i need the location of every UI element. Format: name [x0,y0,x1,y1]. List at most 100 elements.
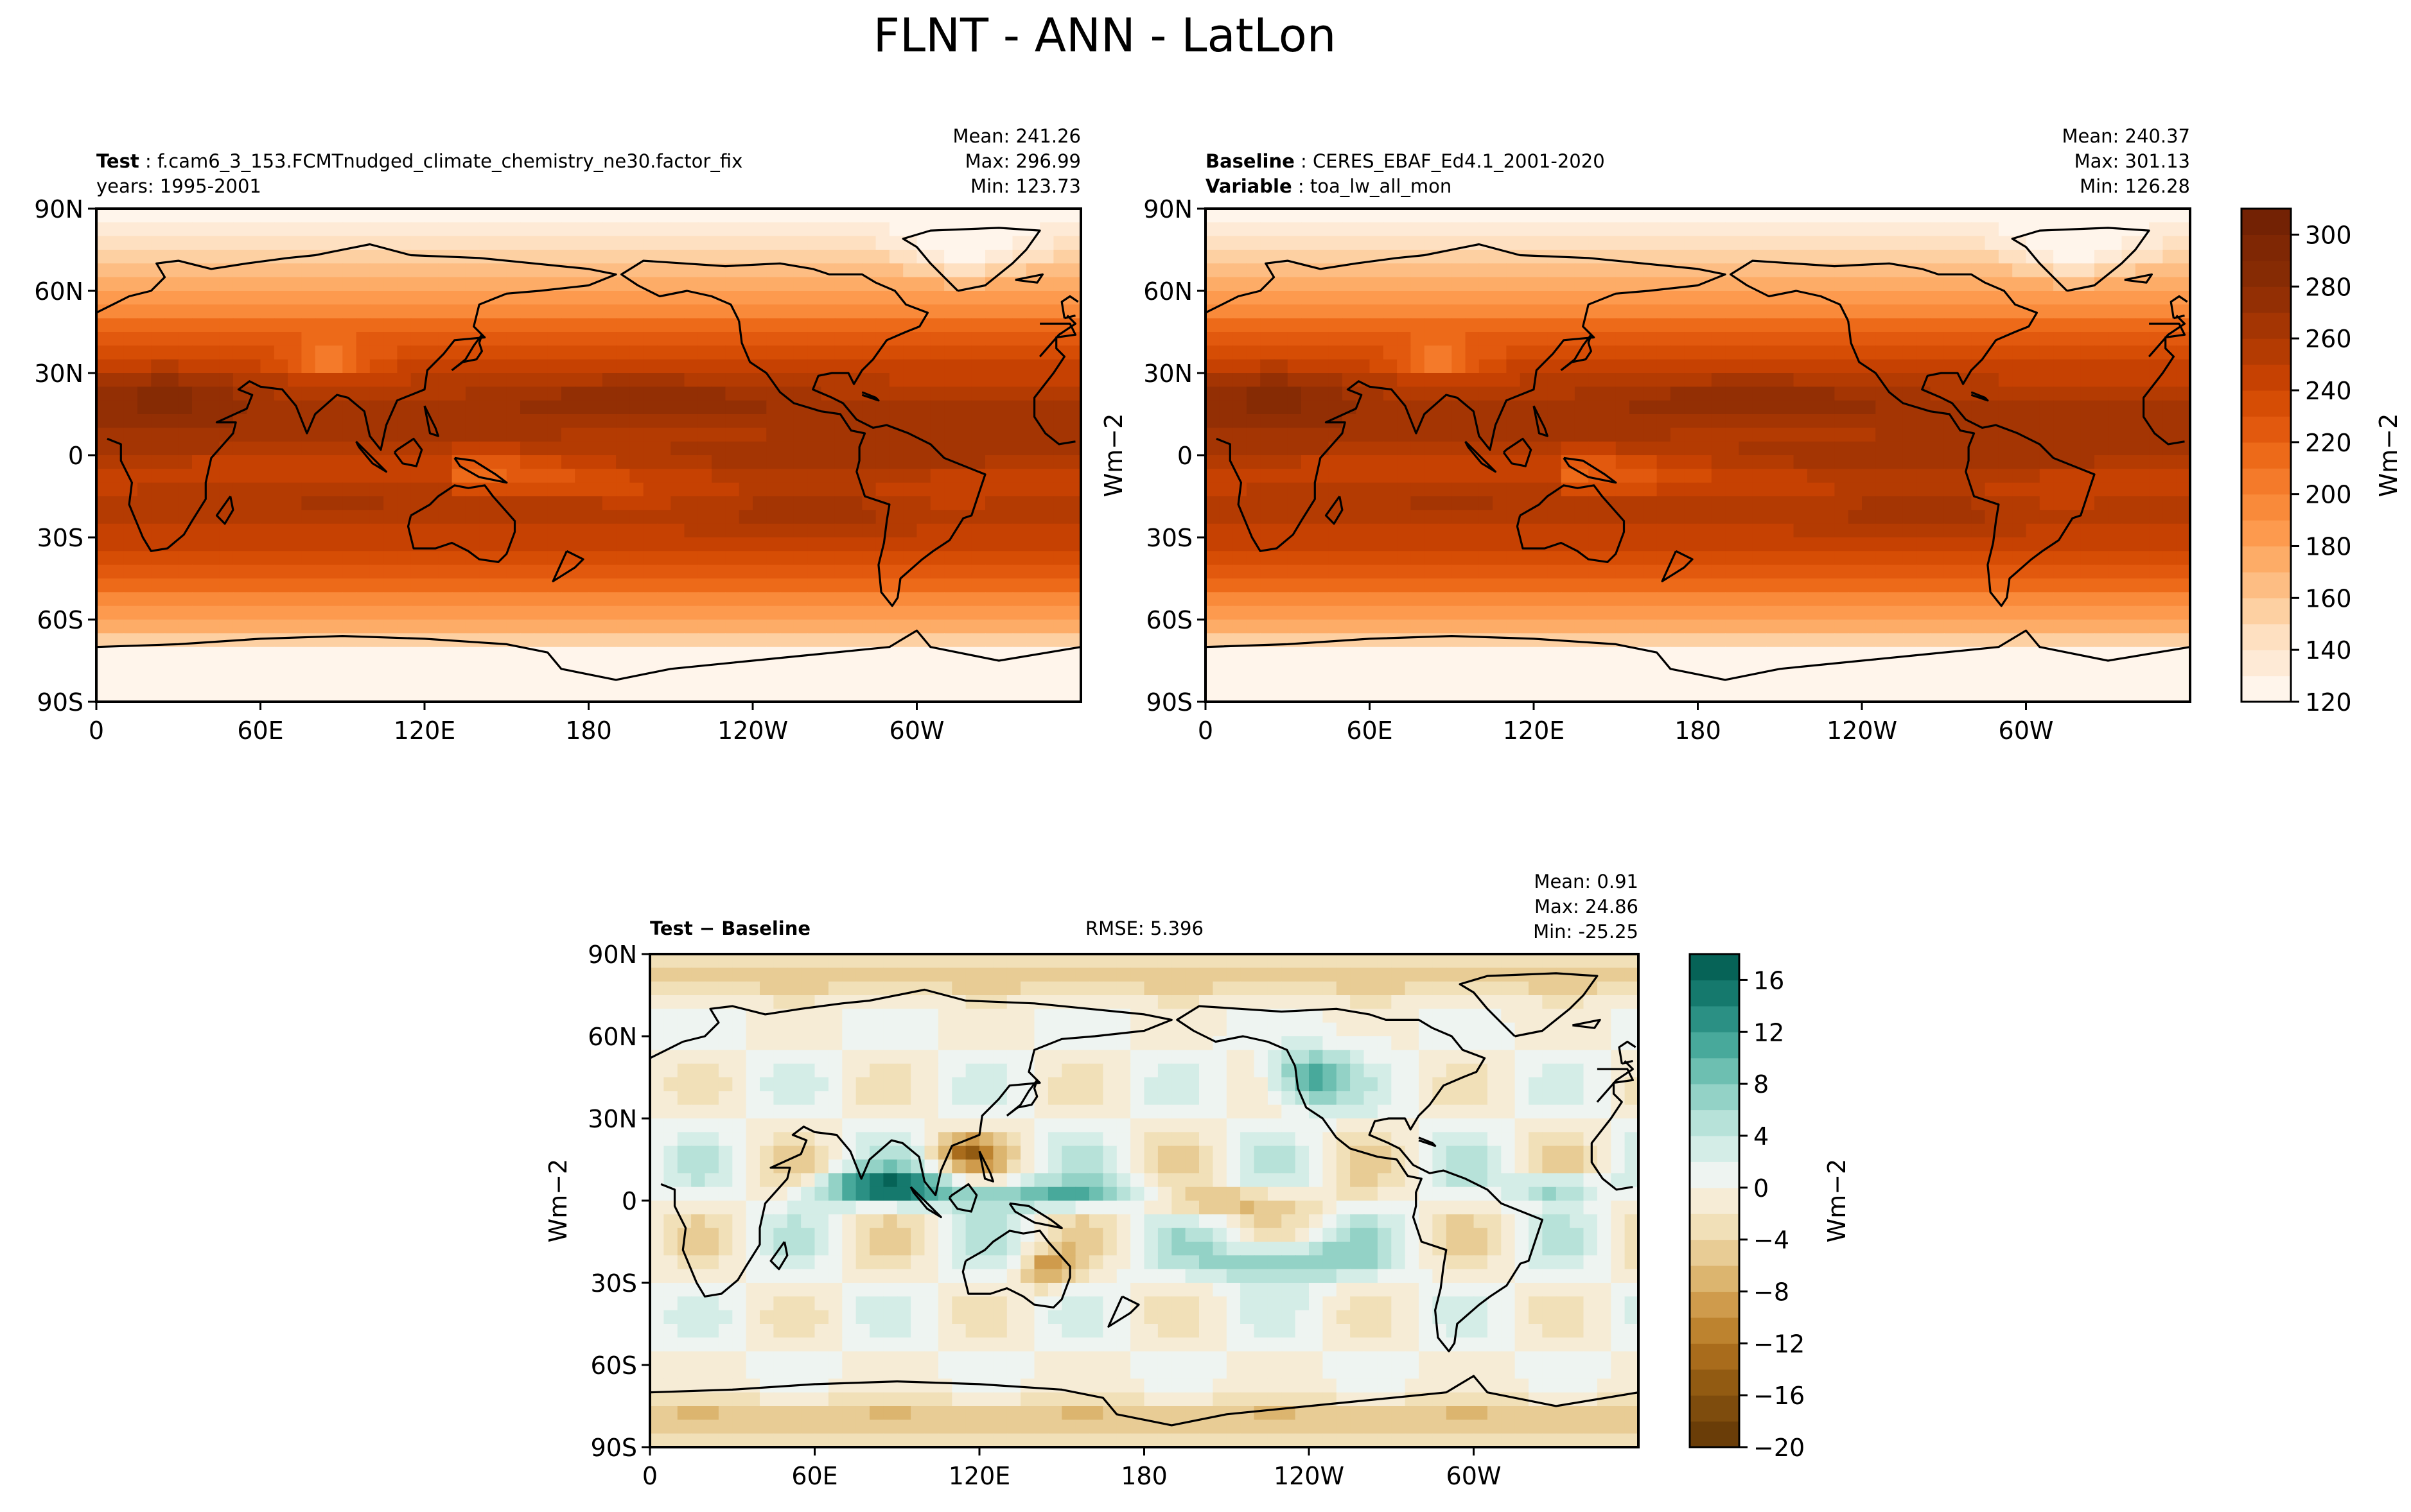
field-cell [465,345,480,360]
field-cell [1998,345,2013,360]
field-cell [1410,510,1425,525]
field-cell [629,564,644,579]
field-cell [1875,523,1890,538]
field-cell [383,373,398,388]
field-cell [1834,277,1849,291]
field-cell [356,277,371,291]
field-cell [301,605,316,620]
field-cell [301,277,316,291]
field-cell [206,414,220,429]
field-cell [1478,414,1493,429]
field-cell [1026,592,1040,607]
field-cell [410,332,425,347]
field-cell [2162,359,2177,374]
field-cell [1889,578,1904,593]
field-cell [1493,304,1507,319]
field-cell [315,469,329,483]
field-cell [1916,359,1931,374]
field-cell [2176,496,2190,511]
field-cell [848,455,863,470]
field-cell [288,674,302,689]
field-cell [1315,523,1329,538]
field-cell [315,578,329,593]
field-cell [96,661,111,675]
field-cell [2039,291,2054,306]
field-cell [1040,564,1055,579]
field-cell [1807,373,1821,388]
field-cell [1287,633,1302,648]
field-cell [1766,263,1781,278]
field-cell [342,277,357,291]
field-cell [1506,304,1521,319]
field-cell [1862,496,1877,511]
field-cell [288,523,302,538]
field-cell [1287,387,1302,401]
field-cell [575,387,590,401]
field-cell [930,209,945,223]
field-cell [1219,304,1234,319]
field-cell [465,482,480,497]
field-cell [1356,318,1371,333]
field-cell [1971,469,1986,483]
field-cell [1328,400,1343,415]
field-cell [219,318,234,333]
field-cell [1725,359,1740,374]
field-cell [315,345,329,360]
field-cell [260,496,275,511]
field-cell [151,209,166,223]
field-cell [1930,578,1945,593]
field-cell [1465,209,1480,223]
field-cell [2080,633,2095,648]
field-cell [192,304,207,319]
field-cell [288,441,302,456]
field-cell [1670,414,1685,429]
field-cell [766,222,781,237]
field-cell [1807,496,1821,511]
field-cell [807,332,822,347]
field-cell [561,510,575,525]
field-cell [848,304,863,319]
field-cell [602,523,617,538]
field-cell [916,455,931,470]
field-cell [671,209,685,223]
field-cell [1547,647,1562,661]
field-cell [1053,387,1068,401]
field-cell [1260,661,1275,675]
field-cell [1397,496,1412,511]
field-cell [151,496,166,511]
field-cell [2053,318,2068,333]
field-cell [725,250,740,265]
field-cell [1958,551,1972,566]
field-cell [356,236,371,250]
field-cell [1053,564,1068,579]
field-cell [1328,592,1343,607]
field-cell [1793,578,1808,593]
field-cell [971,633,986,648]
field-cell [96,605,111,620]
field-cell [944,209,959,223]
field-cell [575,277,590,291]
field-cell [616,373,631,388]
field-cell [206,469,220,483]
field-cell [1780,482,1794,497]
field-cell [1834,496,1849,511]
field-cell [889,455,904,470]
field-cell [930,620,945,634]
field-cell [1711,551,1726,566]
field-cell [1232,592,1247,607]
field-cell [2108,564,2123,579]
field-cell [1040,510,1055,525]
field-cell [397,469,412,483]
field-cell [1478,482,1493,497]
field-cell [753,291,767,306]
field-cell [1629,647,1644,661]
field-cell [1328,661,1343,675]
field-cell [137,236,152,250]
field-cell [1206,661,1220,675]
field-cell [1602,400,1617,415]
field-cell [671,250,685,265]
field-cell [2012,291,2027,306]
field-cell [192,373,207,388]
field-cell [260,291,275,306]
field-cell [1902,510,1917,525]
